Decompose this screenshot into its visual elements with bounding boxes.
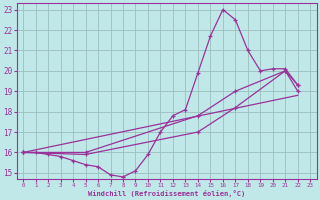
X-axis label: Windchill (Refroidissement éolien,°C): Windchill (Refroidissement éolien,°C) — [88, 190, 245, 197]
